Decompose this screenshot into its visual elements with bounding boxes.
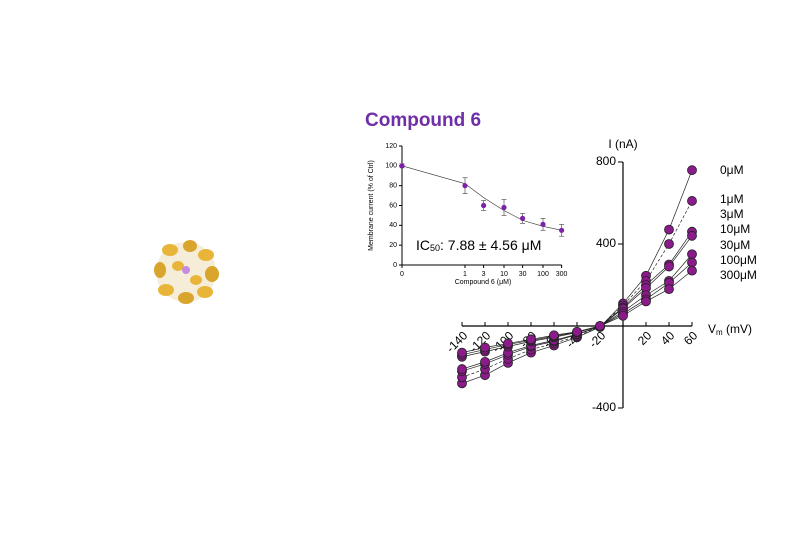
data-point xyxy=(540,221,546,227)
legend-label: 1μM xyxy=(720,192,744,206)
y-axis-label: I (nA) xyxy=(608,137,637,151)
data-point xyxy=(687,196,697,206)
data-point xyxy=(664,284,674,295)
y-tick-label: 800 xyxy=(596,154,616,168)
x-tick-label: 20 xyxy=(635,328,655,348)
data-point xyxy=(687,165,697,176)
data-point xyxy=(481,202,487,209)
y-tick-label: 0 xyxy=(393,262,397,269)
data-point xyxy=(503,338,513,349)
y-tick-label: 80 xyxy=(389,183,397,190)
legend-label: 300μM xyxy=(720,268,757,282)
data-point xyxy=(641,296,651,307)
y-tick-label: -400 xyxy=(592,400,616,414)
x-tick-label: 3 xyxy=(482,271,486,278)
legend-label: 30μM xyxy=(720,238,750,252)
y-tick-label: 60 xyxy=(389,202,397,209)
data-point xyxy=(520,215,526,221)
x-axis-label: Compound 6 (μM) xyxy=(455,279,512,286)
annotation-part: IC xyxy=(416,237,430,253)
x-axis-label: Vm (mV) xyxy=(708,322,752,337)
legend-label: 3μM xyxy=(720,207,744,221)
data-point xyxy=(572,326,582,337)
x-axis-label-part: V xyxy=(708,322,716,336)
data-point xyxy=(664,224,674,235)
x-axis-label-part: m xyxy=(716,328,723,337)
data-point xyxy=(664,261,674,272)
annotation: IC50: 7.88 ± 4.56 μM xyxy=(416,237,541,254)
protein-structure xyxy=(154,240,219,304)
data-point xyxy=(595,321,605,331)
data-point xyxy=(618,310,628,321)
y-tick-label: 20 xyxy=(389,242,397,249)
data-point xyxy=(687,257,697,268)
data-point xyxy=(457,347,467,358)
data-point xyxy=(559,227,565,233)
x-tick-label: 100 xyxy=(537,271,549,278)
data-point xyxy=(549,330,559,341)
legend-label: 0μM xyxy=(720,163,744,177)
x-tick-label: 30 xyxy=(519,271,527,278)
x-tick-label: 10 xyxy=(500,271,508,278)
data-point xyxy=(480,342,490,353)
data-point xyxy=(457,364,467,374)
annotation-part: 50 xyxy=(430,243,440,253)
chart-title: Compound 6 xyxy=(365,110,481,131)
data-point xyxy=(664,239,674,249)
data-point xyxy=(480,356,490,367)
y-tick-label: 100 xyxy=(385,163,397,170)
fit-curve xyxy=(401,165,562,231)
x-axis-label-part: (mV) xyxy=(723,322,752,336)
y-tick-label: 120 xyxy=(385,143,397,150)
y-tick-label: 40 xyxy=(389,222,397,229)
legend-label: 10μM xyxy=(720,222,750,236)
x-tick-label: 300 xyxy=(556,271,568,278)
y-axis-label: Membrane current (% of Ctrl) xyxy=(368,160,375,251)
data-point xyxy=(687,249,697,260)
legend-label: 100μM xyxy=(720,253,757,267)
data-point xyxy=(526,334,536,345)
x-tick-label: 60 xyxy=(681,328,701,348)
data-point xyxy=(687,265,697,276)
x-tick-label: 0 xyxy=(400,271,404,278)
x-tick-label: 1 xyxy=(463,271,467,278)
annotation-part: : 7.88 ± 4.56 μM xyxy=(440,237,541,253)
data-point xyxy=(462,183,468,189)
data-point xyxy=(687,230,697,241)
y-tick-label: 400 xyxy=(596,236,616,250)
data-point xyxy=(501,204,507,211)
x-tick-label: 40 xyxy=(658,328,678,348)
data-point xyxy=(399,163,405,169)
